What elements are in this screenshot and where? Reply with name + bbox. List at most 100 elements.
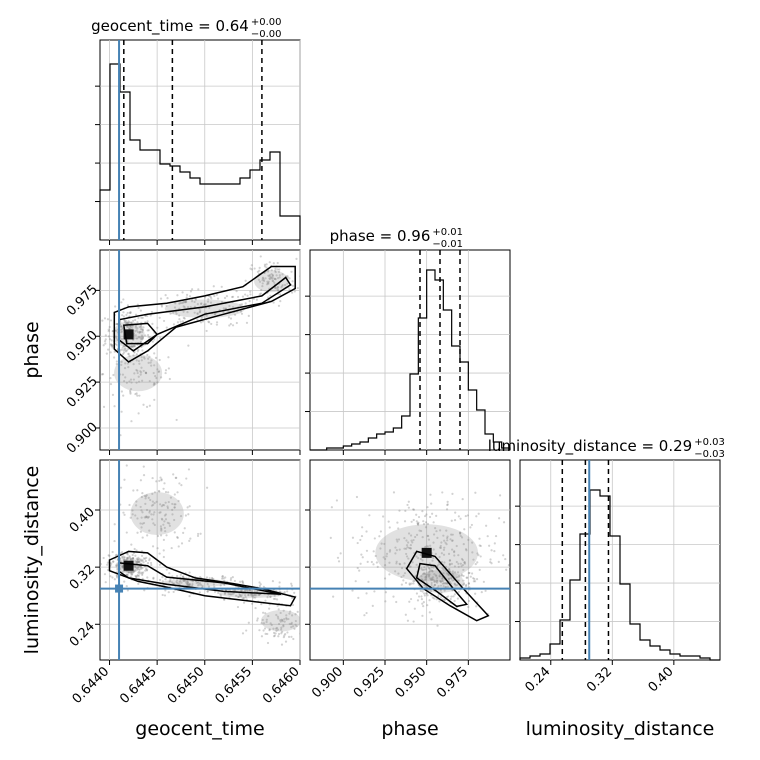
sample-point (231, 306, 235, 309)
sample-point (405, 552, 408, 556)
y-tick-label: 0.32 (67, 562, 98, 593)
sample-point (392, 595, 395, 598)
x-tick-label: 0.6440 (70, 664, 113, 707)
sample-point (274, 632, 277, 635)
sample-point (176, 581, 179, 585)
sample-point (458, 531, 462, 534)
sample-point (271, 277, 274, 280)
sample-point (285, 616, 288, 620)
sample-point (125, 584, 128, 588)
sample-point (147, 336, 150, 339)
sample-point (442, 548, 446, 551)
sample-point (453, 571, 457, 574)
sample-point (164, 369, 168, 372)
sample-point (183, 317, 186, 320)
sample-point (163, 482, 166, 485)
sample-point (142, 369, 145, 373)
sample-point (462, 582, 465, 585)
panel-content (310, 491, 510, 627)
sample-point (455, 544, 458, 548)
sample-point (421, 559, 424, 562)
sample-point (448, 563, 451, 566)
sample-point (105, 352, 108, 355)
sample-point (467, 599, 471, 603)
sample-point (140, 554, 144, 557)
sample-point (140, 359, 143, 362)
sample-point (162, 538, 165, 542)
sample-point (173, 493, 176, 496)
sample-point (174, 503, 177, 506)
sample-point (140, 565, 143, 569)
sample-point (131, 345, 134, 349)
sample-point (130, 420, 133, 423)
sample-point (432, 556, 435, 559)
sample-point (134, 554, 137, 557)
sample-point (140, 366, 143, 369)
sample-point (135, 504, 138, 507)
sample-point (216, 297, 220, 300)
sample-point (102, 344, 105, 347)
sample-point (474, 562, 477, 566)
sample-point (276, 288, 279, 291)
sample-point (425, 576, 428, 579)
sample-point (138, 572, 141, 575)
sample-point (137, 336, 140, 339)
sample-point (269, 622, 272, 625)
sample-point (168, 377, 171, 381)
sample-point (258, 593, 261, 596)
sample-point (459, 534, 462, 538)
sample-point (446, 585, 449, 588)
sample-point (457, 565, 460, 568)
sample-point (403, 520, 407, 523)
sample-point (128, 311, 131, 315)
sample-point (490, 562, 493, 565)
sample-point (112, 373, 115, 377)
sample-point (257, 278, 261, 281)
sample-point (231, 576, 234, 579)
sample-point (412, 508, 415, 511)
density-blob (114, 354, 163, 392)
sample-point (189, 290, 193, 293)
sample-point (209, 295, 212, 298)
sample-point (450, 577, 453, 580)
sample-point (268, 277, 271, 280)
sample-point (438, 546, 442, 549)
sample-point (160, 517, 163, 520)
sample-point (139, 530, 143, 533)
sample-point (121, 346, 124, 349)
sample-point (231, 324, 235, 327)
sample-point (241, 580, 244, 584)
contour-level-2 (118, 276, 292, 352)
sample-point (151, 492, 154, 495)
sample-point (441, 567, 444, 570)
sample-point (146, 353, 149, 357)
sample-point (436, 581, 439, 584)
sample-point (249, 593, 252, 596)
sample-point (497, 560, 500, 564)
sample-point (299, 632, 300, 635)
sample-point (213, 313, 216, 316)
histogram-steps (519, 489, 720, 661)
sample-point (113, 405, 116, 408)
sample-point (269, 595, 272, 599)
sample-point (436, 576, 439, 580)
sample-point (127, 557, 130, 560)
sample-point (447, 577, 451, 581)
sample-point (457, 575, 460, 578)
sample-point (219, 584, 222, 587)
sample-point (421, 590, 424, 593)
sample-point (221, 575, 224, 578)
sample-point (140, 516, 143, 519)
sample-point (443, 539, 446, 542)
sample-point (421, 536, 424, 539)
sample-point (456, 597, 459, 600)
sample-point (126, 557, 129, 560)
sample-point (307, 639, 309, 641)
sample-point (111, 346, 114, 349)
sample-point (130, 573, 134, 576)
sample-point (408, 546, 411, 550)
sample-point (129, 392, 132, 395)
sample-point (476, 561, 479, 564)
sample-point (241, 632, 245, 635)
sample-point (229, 322, 232, 326)
